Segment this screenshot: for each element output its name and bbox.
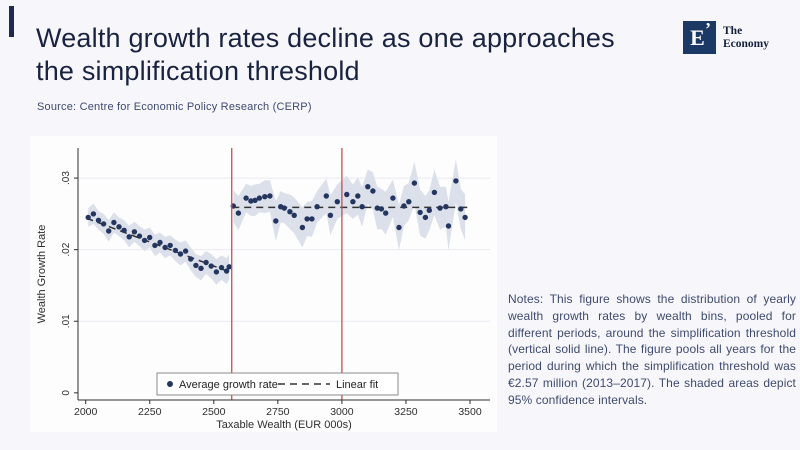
svg-text:Linear fit: Linear fit [336,379,378,391]
logo-name-line1: The [723,24,743,37]
x-axis-title: Taxable Wealth (EUR 000s) [216,419,352,431]
chart: 0 .01 .02 .03 2000 2250 2500 2750 3000 3250 3500 Ta… [36,148,490,431]
notes-paragraph: Notes: This figure shows the distributio… [508,292,796,407]
source-line: Source: Centre for Economic Policy Resea… [37,101,312,113]
svg-text:Average growth rate: Average growth rate [179,379,278,391]
page-title: Wealth growth rates decline as one appro… [36,22,686,89]
page-title-line1: Wealth growth rates decline as one appro… [36,23,615,53]
svg-text:0: 0 [61,390,72,396]
svg-text:.03: .03 [61,171,72,185]
svg-text:2000: 2000 [74,406,98,418]
scatter-points [85,178,468,275]
logo-name: The Economy [723,25,769,50]
logo-name-line2: Economy [723,37,769,50]
gridlines [78,177,490,322]
y-axis-title: Wealth Growth Rate [36,225,48,324]
logo-apostrophe: ’ [705,19,711,39]
svg-text:.01: .01 [61,314,72,328]
svg-text:2500: 2500 [202,406,226,418]
publisher-logo: E ’ The Economy [683,19,769,54]
logo-icon: E ’ [683,19,716,54]
chart-panel: 0 .01 .02 .03 2000 2250 2500 2750 3000 3250 3500 Ta… [30,136,497,432]
logo-letter: E [690,24,705,50]
svg-text:2250: 2250 [138,406,162,418]
svg-text:.02: .02 [61,242,72,256]
svg-text:3250: 3250 [394,406,418,418]
svg-text:3500: 3500 [458,406,482,418]
axes: 0 .01 .02 .03 2000 2250 2500 2750 3000 3250 3500 Ta… [36,148,490,431]
linear-fit-lines [86,206,471,274]
svg-text:2750: 2750 [266,406,290,418]
threshold-lines [231,148,343,400]
legend: Average growth rate Linear fit [156,372,399,396]
accent-bar [9,6,14,37]
page-title-line2: the simplification threshold [36,56,360,87]
svg-text:3000: 3000 [330,406,354,418]
